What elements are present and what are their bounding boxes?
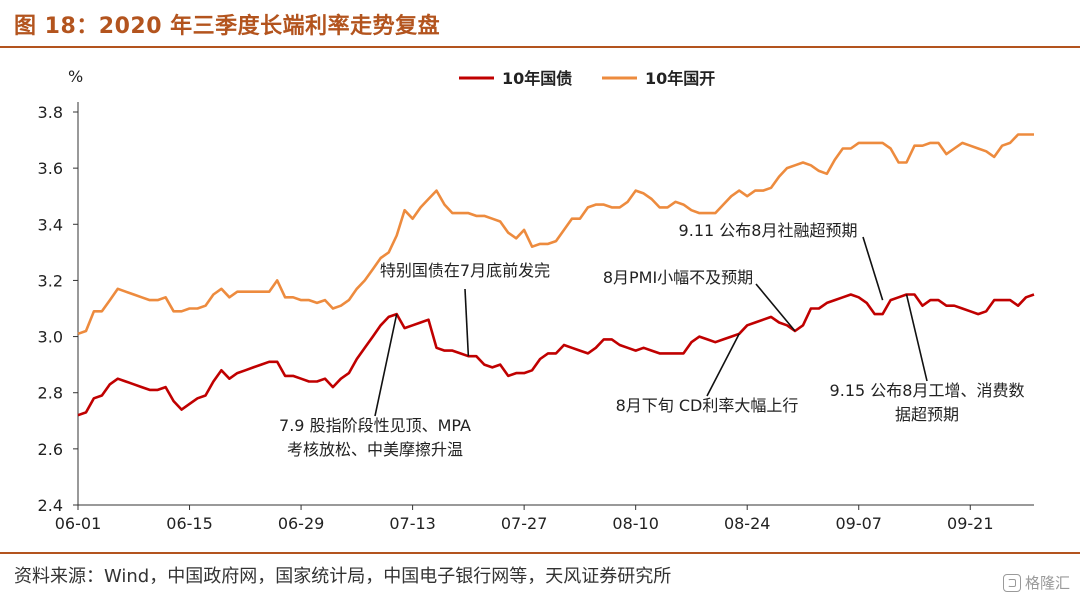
annotation-label: 8月PMI小幅不及预期 bbox=[603, 268, 753, 287]
y-axis-unit: % bbox=[68, 67, 83, 86]
y-tick-label: 3.4 bbox=[38, 215, 63, 234]
x-tick-label: 06-01 bbox=[55, 514, 102, 533]
annotation-leader bbox=[464, 288, 470, 357]
x-tick-label: 07-13 bbox=[389, 514, 436, 533]
annotation-leader bbox=[706, 333, 740, 397]
annotation-leader bbox=[905, 294, 928, 382]
y-tick-label: 3.8 bbox=[38, 103, 63, 122]
annotation-label: 特别国债在7月底前发完 bbox=[380, 261, 550, 280]
annotation-leader bbox=[862, 236, 884, 301]
legend-label: 10年国债 bbox=[502, 69, 572, 88]
series-line-cdb-10y bbox=[77, 133, 1034, 336]
x-tick-label: 08-24 bbox=[724, 514, 771, 533]
source-note: 资料来源：Wind，中国政府网，国家统计局，中国电子银行网等，天风证券研究所 bbox=[14, 566, 672, 587]
annotation-label: 据超预期 bbox=[895, 405, 959, 424]
y-tick-label: 2.8 bbox=[38, 384, 63, 403]
x-tick-label: 08-10 bbox=[612, 514, 659, 533]
series-line-treasury-10y bbox=[77, 293, 1035, 417]
x-tick-label: 06-29 bbox=[278, 514, 325, 533]
y-tick-label: 3.6 bbox=[38, 159, 63, 178]
footer-divider bbox=[0, 552, 1080, 554]
y-tick-label: 3.0 bbox=[38, 328, 63, 347]
legend-label: 10年国开 bbox=[645, 69, 715, 88]
annotation-label: 9.15 公布8月工增、消费数 bbox=[830, 381, 1025, 400]
x-tick-label: 06-15 bbox=[166, 514, 213, 533]
y-tick-label: 2.4 bbox=[38, 496, 63, 515]
page-title: 图 18：2020 年三季度长端利率走势复盘 bbox=[14, 14, 441, 39]
y-tick-label: 2.6 bbox=[38, 440, 63, 459]
annotation-label: 考核放松、中美摩擦升温 bbox=[287, 440, 463, 459]
x-tick-label: 09-07 bbox=[835, 514, 882, 533]
annotation-label: 7.9 股指阶段性见顶、MPA bbox=[279, 416, 471, 435]
watermark-logo-icon bbox=[1002, 573, 1021, 592]
line-chart: 2.4 2.6 2.8 3.0 3.2 3.4 3.6 3.8% 06-01 06-15 06-29… bbox=[38, 67, 1035, 533]
annotation-leader bbox=[755, 283, 796, 332]
title-divider bbox=[0, 46, 1080, 48]
x-tick-label: 09-21 bbox=[947, 514, 994, 533]
watermark-text: 格隆汇 bbox=[1024, 574, 1070, 592]
annotation-leader bbox=[374, 313, 398, 417]
watermark: 格隆汇 bbox=[1002, 572, 1070, 593]
y-tick-label: 3.2 bbox=[38, 271, 63, 290]
annotation-label: 9.11 公布8月社融超预期 bbox=[679, 221, 858, 240]
annotation-label: 8月下旬 CD利率大幅上行 bbox=[616, 396, 799, 415]
x-tick-label: 07-27 bbox=[501, 514, 548, 533]
